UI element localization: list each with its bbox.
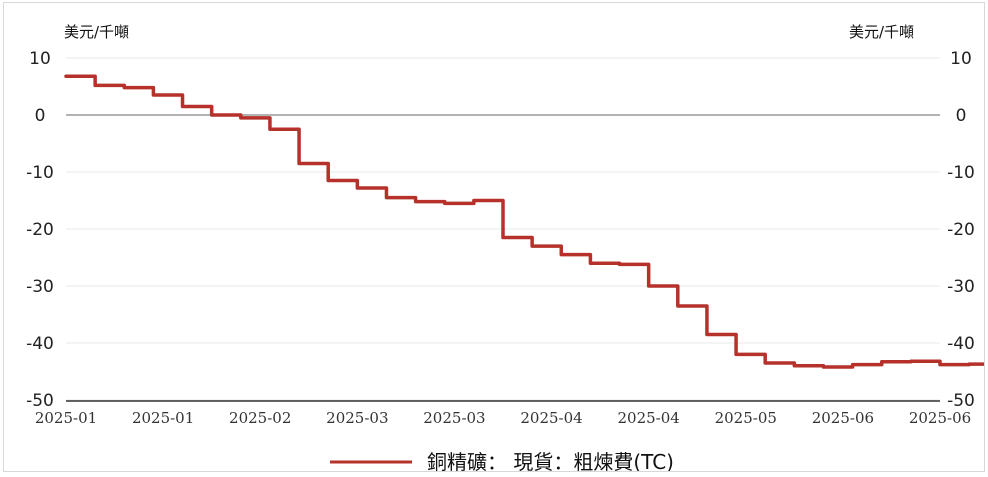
y-tick-label-right: 0 xyxy=(956,106,967,126)
y-tick-label-right: -40 xyxy=(947,334,975,354)
x-tick-label: 2025-06 xyxy=(812,409,874,427)
legend-label: 銅精礦： 現貨：粗煉費(TC) xyxy=(427,450,674,471)
x-tick-label: 2025-04 xyxy=(520,409,582,427)
chart-frame: 美元/千噸 美元/千噸 10 0 -10 -20 -30 -40 -50 10 0 -10 -20… xyxy=(3,2,988,474)
y-tick-label-right: -20 xyxy=(947,220,975,240)
x-tick-label: 2025-05 xyxy=(715,409,777,427)
y-tick-label-left: -30 xyxy=(26,277,54,297)
y-tick-label-left: 0 xyxy=(35,106,46,126)
x-axis: 2025-01 2025-01 2025-02 2025-03 2025-03 2025-… xyxy=(35,409,971,427)
y-axis-right: 10 0 -10 -20 -30 -40 -50 xyxy=(947,49,975,411)
x-tick-label: 2025-03 xyxy=(423,409,485,427)
y-tick-label-right: -10 xyxy=(947,163,975,183)
y-tick-label-left: 10 xyxy=(29,49,51,69)
y-tick-label-left: -20 xyxy=(26,220,54,240)
series-line xyxy=(64,74,988,369)
legend: 銅精礦： 現貨：粗煉費(TC) xyxy=(330,450,674,474)
x-tick-label: 2025-06 xyxy=(909,409,971,427)
x-tick-label: 2025-01 xyxy=(35,409,97,427)
x-tick-label: 2025-03 xyxy=(326,409,388,427)
y-tick-label-left: -10 xyxy=(26,163,54,183)
x-tick-label: 2025-02 xyxy=(229,409,291,427)
x-tick-label: 2025-01 xyxy=(132,409,194,427)
line-chart: 美元/千噸 美元/千噸 10 0 -10 -20 -30 -40 -50 10 0 -10 -20… xyxy=(26,23,988,474)
x-tick-label: 2025-04 xyxy=(617,409,679,427)
y-tick-label-right: -30 xyxy=(947,277,975,297)
y-unit-right: 美元/千噸 xyxy=(849,23,914,41)
y-tick-label-left: -40 xyxy=(26,334,54,354)
y-tick-label-right: -50 xyxy=(947,391,975,411)
y-tick-label-left: -50 xyxy=(26,391,54,411)
y-unit-left: 美元/千噸 xyxy=(64,23,129,41)
y-axis-left: 10 0 -10 -20 -30 -40 -50 xyxy=(26,49,54,411)
y-tick-label-right: 10 xyxy=(950,49,972,69)
